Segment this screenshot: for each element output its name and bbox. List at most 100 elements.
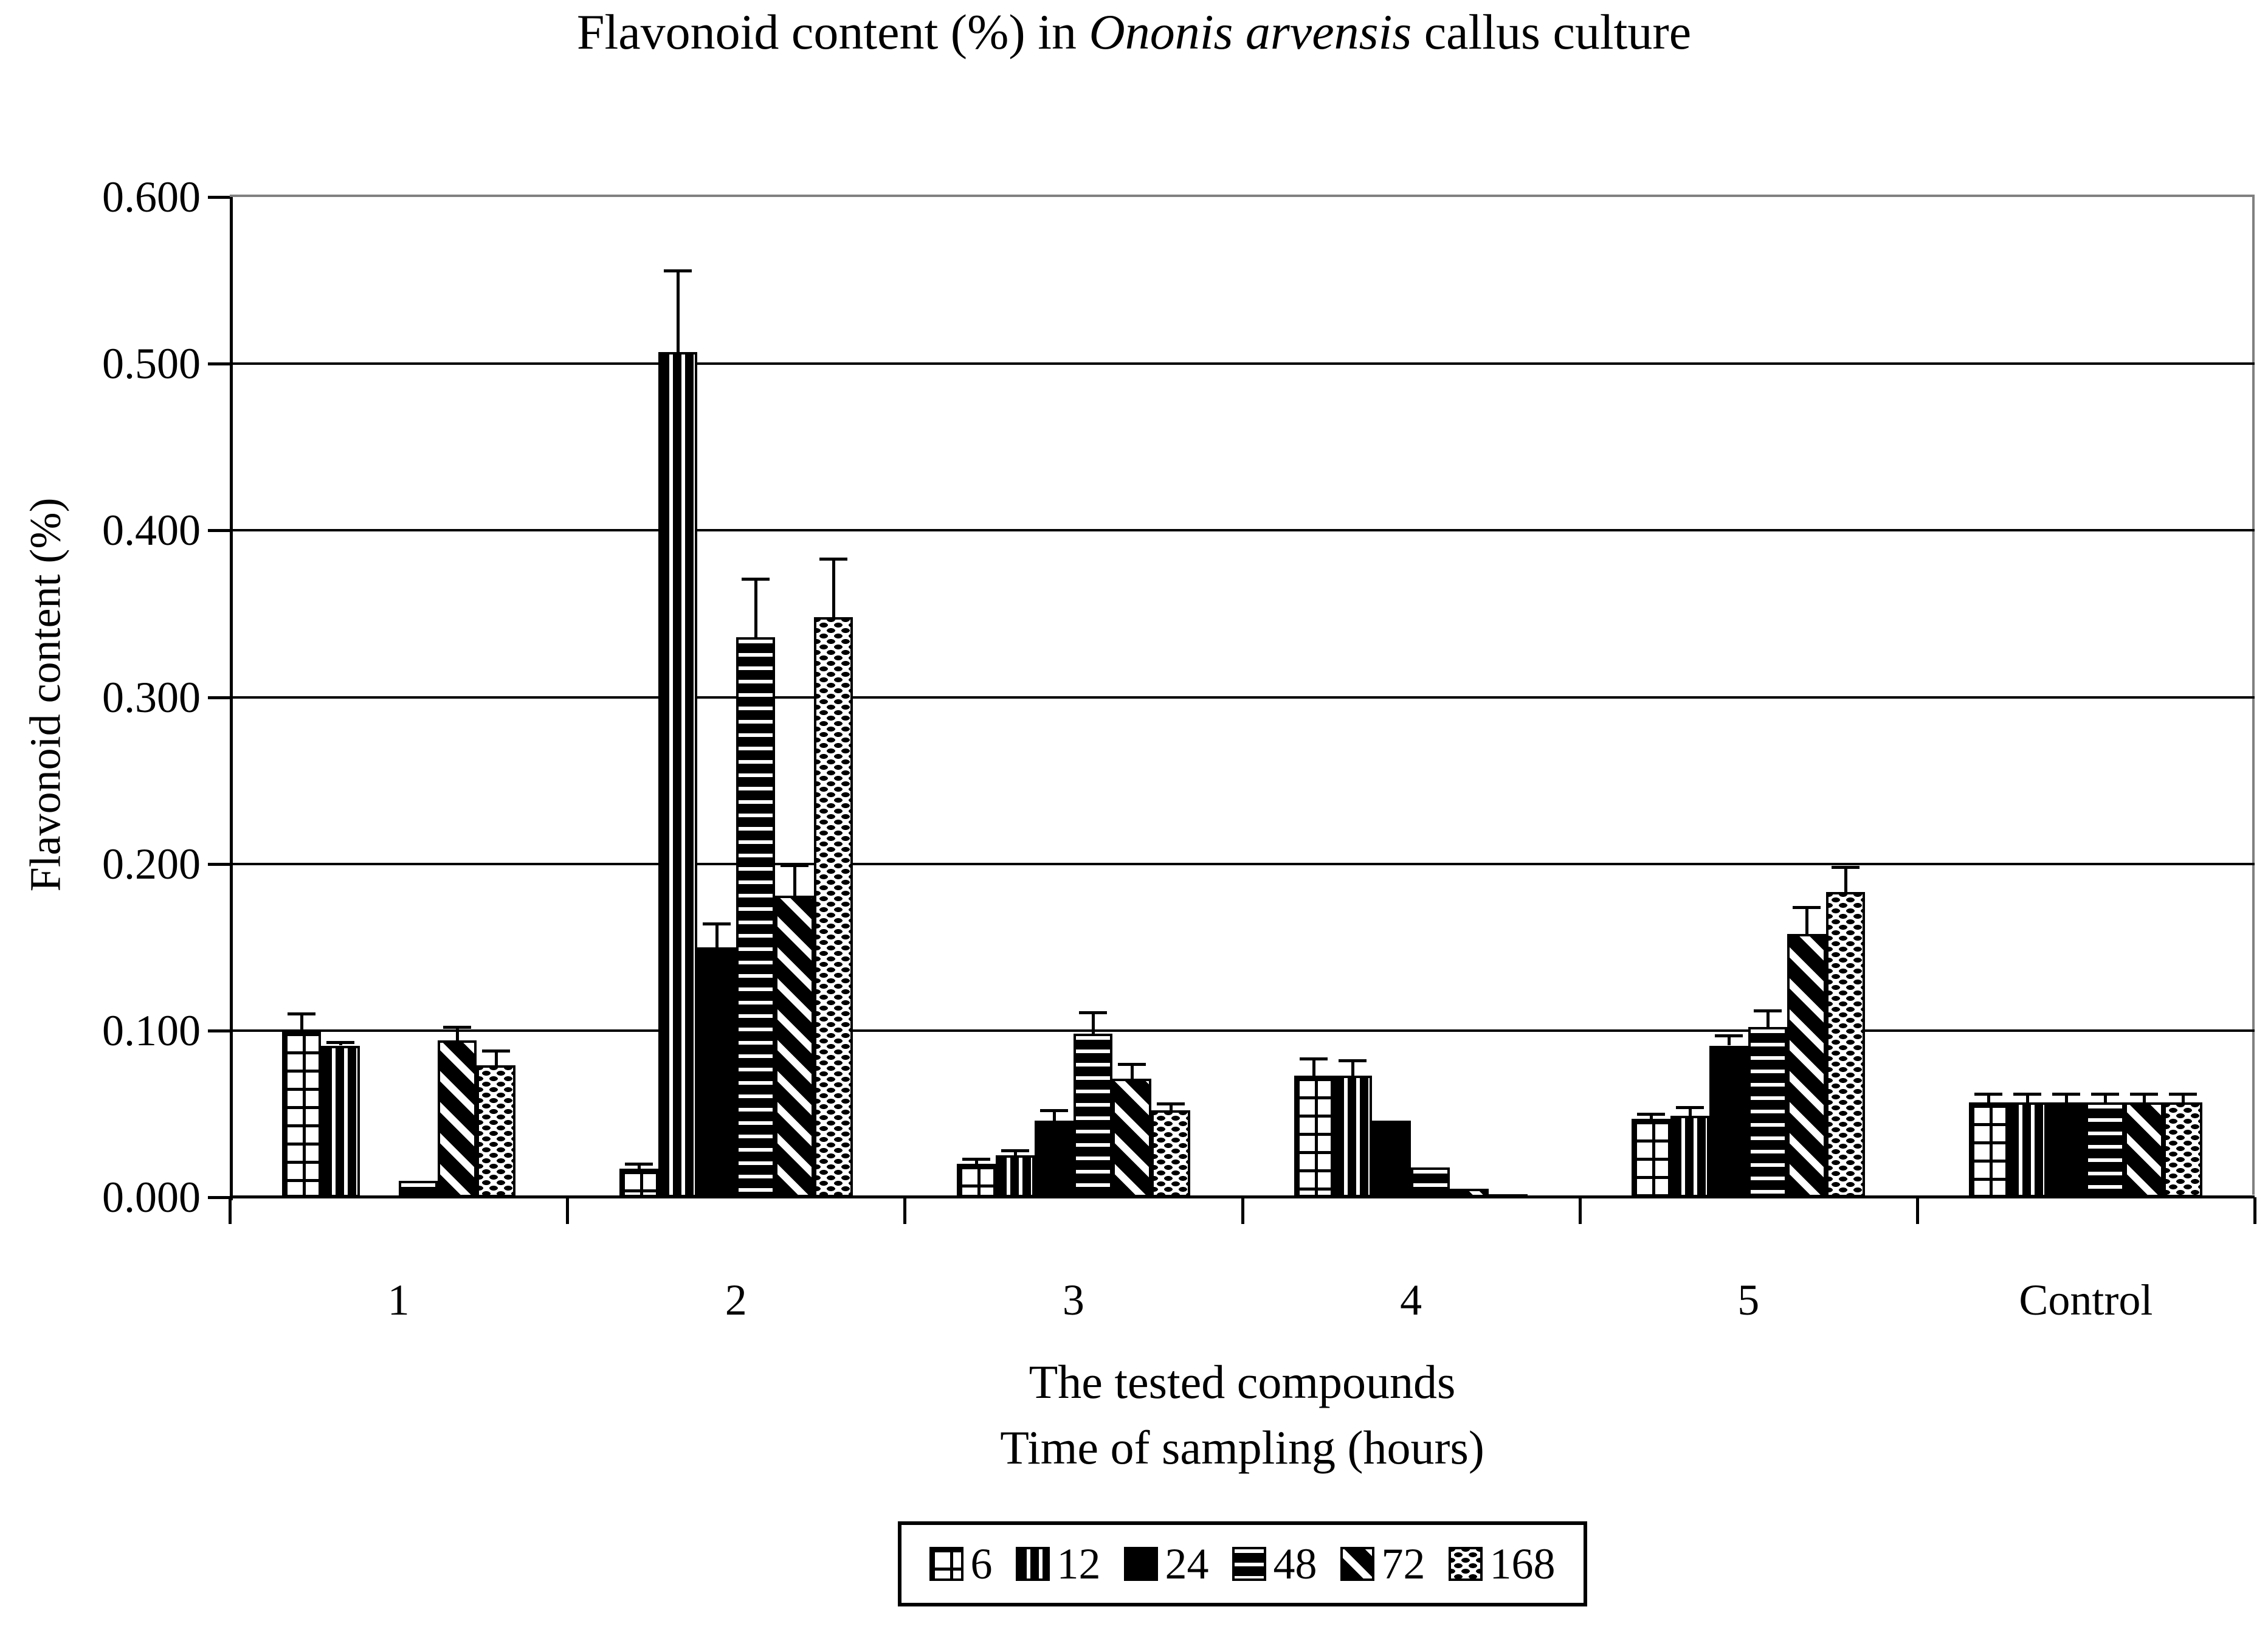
category-label-2: 2 xyxy=(725,1276,747,1324)
error-bar-Control-12h xyxy=(2026,1094,2029,1102)
bar-3-24h xyxy=(1035,1121,1074,1197)
error-bar-Control-72h xyxy=(2143,1094,2146,1102)
legend-swatch-vertical-stripes-icon xyxy=(1015,1547,1050,1581)
error-bar-2-168h xyxy=(832,558,835,617)
bar-Control-24h xyxy=(2047,1102,2086,1197)
error-bar-5-168h xyxy=(1844,867,1847,893)
category-label-4: 4 xyxy=(1400,1276,1422,1324)
y-axis-tick-0.500 xyxy=(208,362,230,366)
legend-item-72: 72 xyxy=(1340,1542,1425,1586)
error-bar-cap-3-48h xyxy=(1079,1011,1107,1014)
error-bar-cap-1-12h xyxy=(326,1041,354,1045)
error-bar-5-72h xyxy=(1805,907,1808,934)
error-bar-cap-5-72h xyxy=(1793,905,1821,909)
legend-swatch-horizontal-stripes-icon xyxy=(1232,1547,1266,1581)
bar-3-48h xyxy=(1074,1034,1112,1197)
bar-1-48h xyxy=(399,1181,438,1197)
error-bar-cap-5-168h xyxy=(1832,866,1860,870)
bar-2-168h xyxy=(814,617,853,1197)
legend-label-24: 24 xyxy=(1165,1540,1209,1588)
error-bar-cap-2-6h xyxy=(625,1163,653,1166)
error-bar-cap-4-12h xyxy=(1339,1059,1367,1063)
y-axis-tick-0.600 xyxy=(208,196,230,199)
gridline-0.500 xyxy=(230,362,2255,365)
error-bar-cap-Control-48h xyxy=(2091,1093,2119,1096)
y-axis-tick-0.400 xyxy=(208,529,230,533)
error-bar-cap-2-48h xyxy=(742,577,770,581)
error-bar-4-12h xyxy=(1351,1060,1354,1076)
legend-label-72: 72 xyxy=(1381,1540,1425,1588)
error-bar-cap-Control-72h xyxy=(2130,1093,2158,1096)
error-bar-cap-2-72h xyxy=(781,864,808,868)
legend-label-168: 168 xyxy=(1489,1540,1556,1588)
error-bar-1-168h xyxy=(495,1050,498,1066)
chart-title-species-italic: Ononis arvensis xyxy=(1089,4,1412,60)
bar-5-72h xyxy=(1787,934,1826,1197)
bar-Control-48h xyxy=(2086,1102,2125,1197)
error-bar-cap-Control-12h xyxy=(2013,1093,2041,1096)
y-tick-label-0.400: 0.400 xyxy=(102,506,201,555)
error-bar-cap-3-24h xyxy=(1040,1109,1068,1113)
y-tick-label-0.600: 0.600 xyxy=(102,173,201,221)
legend-item-48: 48 xyxy=(1232,1542,1317,1586)
bar-Control-72h xyxy=(2125,1102,2163,1197)
error-bar-5-12h xyxy=(1689,1107,1692,1116)
error-bar-3-168h xyxy=(1170,1104,1173,1111)
error-bar-Control-48h xyxy=(2104,1094,2107,1102)
bar-4-24h xyxy=(1372,1121,1411,1197)
error-bar-3-6h xyxy=(975,1158,978,1164)
plot-area: 0.000 0.100 0.200 0.300 0.400 0.500 0.600 1 2 3 4 5… xyxy=(102,173,2256,1324)
bar-5-48h xyxy=(1748,1027,1787,1197)
error-bar-cap-3-168h xyxy=(1157,1102,1185,1106)
legend-label-48: 48 xyxy=(1273,1540,1317,1588)
error-bar-2-24h xyxy=(715,924,719,947)
bar-3-6h xyxy=(957,1164,996,1197)
error-bar-cap-5-12h xyxy=(1676,1105,1704,1109)
y-axis-title: Flavonoid content (%) xyxy=(21,497,70,892)
legend-label-6: 6 xyxy=(970,1540,993,1588)
y-tick-label-0.000: 0.000 xyxy=(102,1173,201,1222)
error-bar-2-12h xyxy=(677,270,680,352)
legend-item-6: 6 xyxy=(929,1542,993,1586)
bar-1-12h xyxy=(321,1046,360,1197)
bar-5-6h xyxy=(1632,1119,1670,1197)
x-axis-title-2: Time of sampling (hours) xyxy=(1000,1421,1484,1474)
error-bar-3-72h xyxy=(1131,1063,1134,1079)
y-axis-tick-0.000 xyxy=(208,1196,230,1199)
bar-2-72h xyxy=(775,896,814,1197)
error-bar-Control-24h xyxy=(2065,1094,2068,1102)
bar-5-168h xyxy=(1826,892,1865,1197)
error-bar-cap-3-6h xyxy=(962,1157,990,1161)
chart-title: Flavonoid content (%) in Ononis arvensis… xyxy=(0,4,2268,61)
x-axis-tick-2 xyxy=(903,1197,906,1224)
error-bar-cap-2-168h xyxy=(819,557,847,561)
x-axis-tick-3 xyxy=(1241,1197,1244,1224)
error-bar-cap-5-6h xyxy=(1637,1112,1665,1116)
error-bar-3-24h xyxy=(1053,1110,1056,1121)
error-bar-cap-5-24h xyxy=(1715,1034,1743,1038)
error-bar-2-48h xyxy=(754,578,757,637)
x-axis-tick-6 xyxy=(2253,1197,2256,1224)
error-bar-Control-168h xyxy=(2182,1094,2185,1102)
bar-1-168h xyxy=(477,1065,515,1197)
error-bar-5-48h xyxy=(1766,1010,1770,1028)
x-axis-tick-1 xyxy=(566,1197,569,1224)
bar-2-48h xyxy=(736,637,775,1197)
y-tick-label-0.300: 0.300 xyxy=(102,673,201,722)
chart-title-prefix: Flavonoid content (%) in xyxy=(576,4,1089,60)
error-bar-3-12h xyxy=(1014,1150,1017,1156)
bar-4-6h xyxy=(1294,1076,1333,1197)
x-axis-line xyxy=(230,1195,2255,1198)
error-bar-5-6h xyxy=(1650,1113,1653,1119)
legend-box: 6 12 24 48 72 168 xyxy=(897,1521,1587,1606)
error-bar-cap-2-24h xyxy=(703,922,731,926)
error-bar-cap-3-72h xyxy=(1118,1062,1146,1066)
legend: 6 12 24 48 72 168 xyxy=(230,1521,2255,1606)
x-axis-tick-5 xyxy=(1916,1197,1919,1224)
gridline-0.300 xyxy=(230,696,2255,699)
y-axis-tick-0.300 xyxy=(208,696,230,699)
bar-1-6h xyxy=(282,1031,321,1197)
error-bar-1-72h xyxy=(456,1027,459,1041)
legend-label-12: 12 xyxy=(1056,1540,1101,1588)
x-axis-title: The tested compounds xyxy=(1029,1355,1456,1408)
